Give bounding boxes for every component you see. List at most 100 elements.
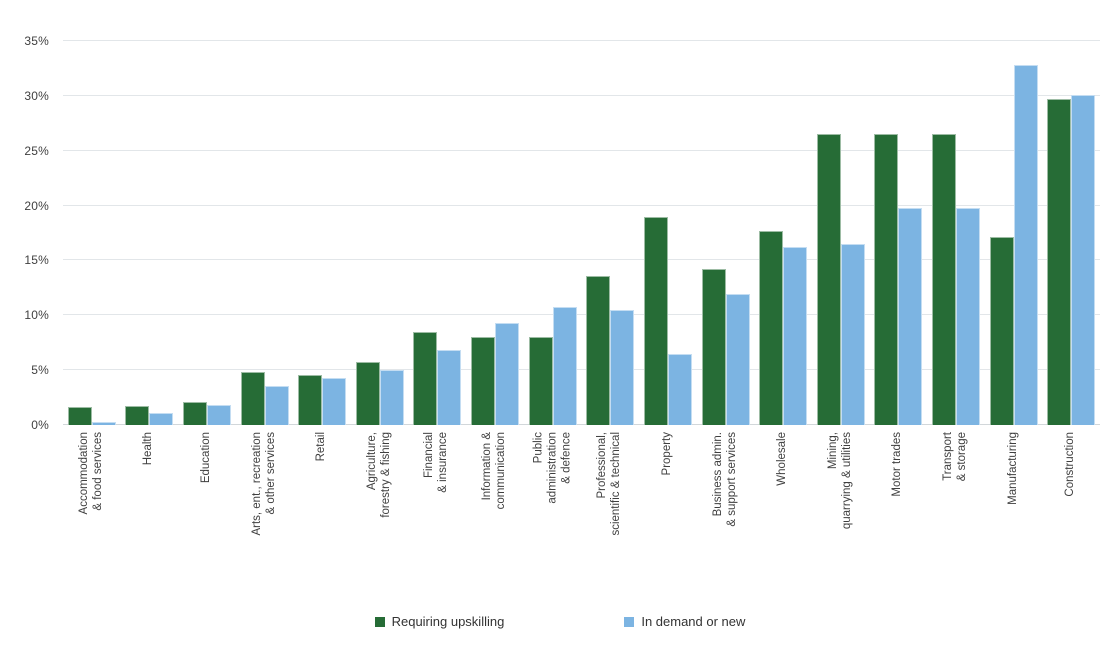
x-axis-label: Health: [121, 430, 179, 602]
bar-requiring-upskilling: [643, 216, 668, 425]
x-axis-label-text: Transport & storage: [942, 432, 968, 482]
bar-group: [870, 41, 928, 425]
bar-group: [639, 41, 697, 425]
bar-requiring-upskilling: [586, 275, 611, 425]
bar-group: [63, 41, 121, 425]
x-axis-label: Business admin. & support services: [697, 430, 755, 602]
bar-in-demand-or-new: [91, 421, 116, 425]
y-tick-label-25%: 25%: [24, 143, 49, 158]
x-axis-label: Accommodation & food services: [63, 430, 121, 602]
bar-in-demand-or-new: [667, 353, 692, 425]
bar-requiring-upskilling: [183, 401, 208, 425]
y-axis: 0% 5% 10% 15% 20% 25% 30% 35%: [0, 34, 55, 432]
bar-in-demand-or-new: [495, 322, 520, 425]
bar-group: [754, 41, 812, 425]
x-axis-label-text: Financial & insurance: [423, 432, 450, 493]
gridline-0%: [63, 424, 1100, 425]
bar-group: [466, 41, 524, 425]
bar-in-demand-or-new: [552, 306, 577, 425]
bar-in-demand-or-new: [783, 247, 808, 425]
x-axis-label-text: Accommodation & food services: [78, 432, 104, 515]
x-axis-label-text: Wholesale: [776, 432, 789, 486]
bar-requiring-upskilling: [931, 134, 956, 425]
y-tick-label-0%: 0%: [31, 418, 49, 432]
x-axis-label-text: Agriculture, forestry & fishing: [366, 432, 392, 518]
legend-label-requiring-upskilling: Requiring upskilling: [391, 614, 505, 629]
bar-in-demand-or-new: [207, 405, 232, 425]
bar-in-demand-or-new: [1071, 94, 1096, 425]
x-axis-label-text: Public administration & defence: [531, 432, 572, 504]
bar-requiring-upskilling: [874, 134, 899, 425]
x-axis-label-text: Education: [200, 432, 213, 484]
bar-group: [524, 41, 582, 425]
bar-in-demand-or-new: [264, 385, 289, 425]
legend-swatch-requiring-upskilling: [374, 616, 385, 627]
gridline-15%: [63, 259, 1100, 261]
gridline-30%: [63, 94, 1100, 96]
x-axis-label-text: Property: [661, 432, 674, 476]
bar-requiring-upskilling: [759, 230, 784, 425]
x-axis-label-text: Construction: [1064, 432, 1077, 497]
y-tick-label-5%: 5%: [31, 363, 49, 378]
legend-item-in-demand-or-new: In demand or new: [624, 614, 745, 629]
x-axis-label: Public administration & defence: [524, 430, 582, 602]
bar-group: [293, 41, 351, 425]
x-axis-label-text: Professional, scientific & technical: [596, 432, 623, 536]
bar-requiring-upskilling: [67, 407, 92, 425]
x-axis-label: Education: [178, 430, 236, 602]
bar-group: [236, 41, 294, 425]
bar-group: [582, 41, 640, 425]
bar-requiring-upskilling: [989, 237, 1014, 425]
y-tick-label-10%: 10%: [24, 308, 49, 323]
y-tick-label-30%: 30%: [24, 88, 49, 103]
y-tick-label-20%: 20%: [24, 198, 49, 213]
x-axis-label-text: Arts, ent., recreation & other services: [250, 432, 277, 536]
bar-group: [409, 41, 467, 425]
bar-requiring-upskilling: [701, 269, 726, 425]
bar-requiring-upskilling: [471, 337, 496, 425]
bar-requiring-upskilling: [240, 372, 265, 425]
x-axis-label-text: Motor trades: [891, 432, 904, 497]
bar-in-demand-or-new: [955, 207, 980, 425]
bar-requiring-upskilling: [413, 331, 438, 425]
bar-group: [178, 41, 236, 425]
bar-group: [927, 41, 985, 425]
bar-in-demand-or-new: [840, 243, 865, 425]
x-axis-label-text: Business admin. & support services: [711, 432, 738, 527]
y-tick-label-15%: 15%: [24, 253, 49, 268]
x-axis-label: Motor trades: [870, 430, 928, 602]
bar-requiring-upskilling: [528, 337, 553, 425]
bar-in-demand-or-new: [610, 309, 635, 425]
bar-in-demand-or-new: [149, 412, 174, 425]
x-axis-label: Construction: [1042, 430, 1100, 602]
bar-in-demand-or-new: [379, 370, 404, 425]
x-axis-label: Arts, ent., recreation & other services: [236, 430, 294, 602]
x-axis-label: Retail: [293, 430, 351, 602]
bar-in-demand-or-new: [898, 207, 923, 425]
bar-in-demand-or-new: [1013, 65, 1038, 425]
x-axis-label-text: Information & communication: [481, 432, 508, 510]
gridline-20%: [63, 204, 1100, 206]
x-axis-label: Mining, quarrying & utilities: [812, 430, 870, 602]
x-axis-label-text: Health: [142, 432, 155, 466]
bar-requiring-upskilling: [1047, 99, 1072, 425]
legend-item-requiring-upskilling: Requiring upskilling: [374, 614, 505, 629]
x-axis-label-text: Manufacturing: [1006, 432, 1019, 505]
y-tick-label-35%: 35%: [24, 34, 49, 48]
bar-group: [121, 41, 179, 425]
bar-requiring-upskilling: [816, 134, 841, 425]
bar-in-demand-or-new: [725, 294, 750, 425]
legend-label-in-demand-or-new: In demand or new: [641, 614, 746, 629]
legend-swatch-in-demand-or-new: [624, 616, 635, 627]
bar-requiring-upskilling: [298, 374, 323, 425]
plot-area: [63, 40, 1100, 425]
bar-in-demand-or-new: [437, 350, 462, 425]
x-axis-label: Financial & insurance: [409, 430, 467, 602]
x-axis-label-text: Retail: [315, 432, 328, 462]
gridline-25%: [63, 149, 1100, 151]
x-axis-label: Information & communication: [466, 430, 524, 602]
bar-group: [985, 41, 1043, 425]
x-axis-label: Professional, scientific & technical: [582, 430, 640, 602]
x-axis-labels: Accommodation & food services Health Educa…: [63, 430, 1100, 602]
